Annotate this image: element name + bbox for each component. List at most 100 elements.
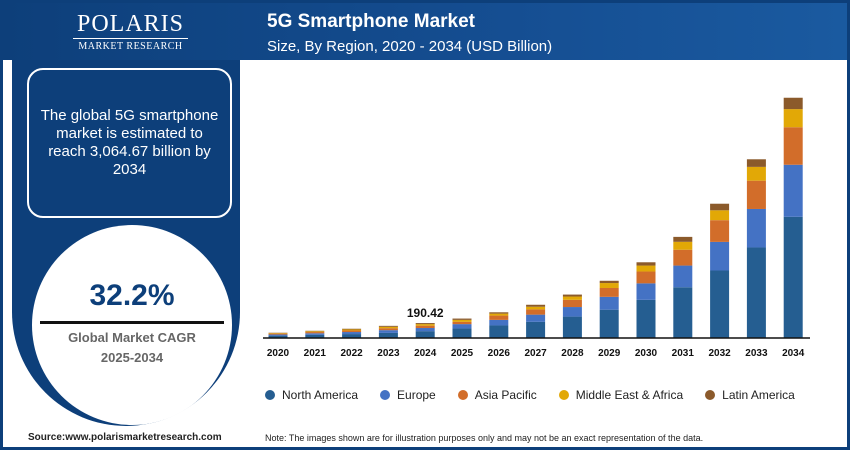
bar-segment-2025-middle-east-africa — [452, 319, 472, 322]
legend-label: North America — [282, 388, 359, 402]
bar-segment-2029-middle-east-africa — [599, 283, 619, 288]
cagr-label-block: Global Market CAGR 2025-2034 — [32, 328, 232, 368]
bar-segment-2030-middle-east-africa — [636, 265, 656, 272]
bar-segment-2032-asia-pacific — [710, 220, 730, 242]
bar-segment-2022-middle-east-africa — [342, 329, 362, 331]
bar-segment-2031-latin-america — [673, 236, 693, 242]
x-tick-label: 2022 — [340, 348, 363, 359]
bar-segment-2024-north-america — [415, 331, 435, 338]
bar-segment-2033-latin-america — [746, 159, 766, 167]
bar-segment-2033-north-america — [746, 247, 766, 338]
x-tick-label: 2025 — [451, 348, 474, 359]
bar-segment-2034-latin-america — [783, 97, 803, 110]
bar-segment-2031-middle-east-africa — [673, 241, 693, 250]
bar-segment-2026-asia-pacific — [489, 315, 509, 320]
bar-segment-2026-middle-east-africa — [489, 313, 509, 316]
bar-segment-2024-europe — [415, 328, 435, 332]
x-tick-label: 2021 — [304, 348, 327, 359]
legend-item: Asia Pacific — [457, 388, 537, 402]
bar-segment-2023-asia-pacific — [378, 328, 398, 331]
bar-segment-2024-middle-east-africa — [415, 324, 435, 326]
bar-segment-2027-north-america — [526, 321, 546, 338]
bar-segment-2028-middle-east-africa — [562, 296, 582, 300]
legend-label: Europe — [397, 388, 436, 402]
bar-segment-2027-latin-america — [526, 304, 546, 307]
bar-segment-2030-latin-america — [636, 262, 656, 266]
bar-segment-2025-north-america — [452, 328, 472, 338]
legend-label: Middle East & Africa — [575, 388, 684, 402]
x-tick-label: 2023 — [377, 348, 400, 359]
bar-segment-2023-north-america — [378, 332, 398, 338]
legend-marker-icon — [558, 390, 569, 400]
legend-item: Europe — [380, 388, 436, 402]
bar-segment-2021-north-america — [305, 334, 325, 338]
bar-segment-2032-north-america — [710, 270, 730, 338]
bar-segment-2028-asia-pacific — [562, 299, 582, 308]
x-tick-label: 2020 — [267, 348, 290, 359]
x-tick-label: 2027 — [524, 348, 547, 359]
bar-segment-2022-latin-america — [342, 328, 362, 330]
disclaimer-note: Note: The images shown are for illustrat… — [265, 433, 704, 443]
bar-segment-2023-middle-east-africa — [378, 326, 398, 329]
x-tick-label: 2029 — [598, 348, 621, 359]
bar-segment-2034-europe — [783, 164, 803, 217]
legend-label: Asia Pacific — [474, 388, 537, 402]
bar-segment-2023-latin-america — [378, 325, 398, 327]
x-tick-label: 2033 — [745, 348, 768, 359]
bar-segment-2022-asia-pacific — [342, 330, 362, 333]
bar-segment-2032-middle-east-africa — [710, 210, 730, 221]
bar-segment-2027-middle-east-africa — [526, 306, 546, 310]
info-box: The global 5G smartphone market is estim… — [27, 68, 232, 218]
bar-segment-2023-europe — [378, 330, 398, 333]
x-tick-label: 2026 — [488, 348, 511, 359]
bar-segment-2027-asia-pacific — [526, 309, 546, 315]
bar-segment-2032-europe — [710, 241, 730, 271]
bar-segment-2021-asia-pacific — [305, 332, 325, 334]
bar-segment-2029-latin-america — [599, 280, 619, 284]
bar-segment-2026-north-america — [489, 325, 509, 338]
bar-segment-2034-north-america — [783, 216, 803, 338]
bar-segment-2032-latin-america — [710, 203, 730, 211]
legend-marker-icon — [380, 390, 391, 400]
chart-title: 5G Smartphone Market — [267, 11, 475, 32]
bar-segment-2029-north-america — [599, 309, 619, 338]
bar-segment-2031-north-america — [673, 287, 693, 338]
cagr-circle: 32.2% Global Market CAGR 2025-2034 — [32, 225, 232, 425]
bar-segment-2028-latin-america — [562, 294, 582, 297]
bar-segment-2020-middle-east-africa — [268, 333, 288, 334]
legend-item: North America — [265, 388, 358, 402]
bar-segment-2022-europe — [342, 332, 362, 335]
bar-segment-2024-asia-pacific — [415, 325, 435, 329]
bar-segment-2026-latin-america — [489, 312, 509, 314]
x-tick-label: 2031 — [672, 348, 695, 359]
bar-segment-2031-europe — [673, 265, 693, 288]
bar-segment-2020-north-america — [268, 335, 288, 338]
legend: North America Europe Asia Pacific Middle Ea… — [265, 388, 817, 402]
cagr-period: 2025-2034 — [100, 350, 164, 365]
bar-segment-2021-middle-east-africa — [305, 331, 325, 333]
logo-brand: POLARIS — [76, 11, 185, 37]
bar-segment-2031-asia-pacific — [673, 249, 693, 266]
bar-segment-2027-europe — [526, 314, 546, 322]
logo-divider — [73, 38, 188, 39]
legend-label: Latin America — [722, 388, 795, 402]
bar-segment-2028-north-america — [562, 316, 582, 338]
cagr-value: 32.2% — [89, 279, 175, 312]
bar-segment-2030-europe — [636, 283, 656, 300]
bar-segment-2029-asia-pacific — [599, 287, 619, 297]
stacked-bar-chart: 2020 2021 2022 2023 2024 190.42 2025 2026 2027 20… — [263, 97, 810, 359]
legend-item: Latin America — [705, 388, 795, 402]
bar-segment-2021-europe — [305, 333, 325, 335]
x-tick-label: 2030 — [635, 348, 658, 359]
logo-subtext: MARKET RESEARCH — [78, 41, 183, 52]
x-tick-label: 2032 — [708, 348, 731, 359]
bar-segment-2022-north-america — [342, 334, 362, 338]
bar-segment-2025-asia-pacific — [452, 321, 472, 325]
bar-segment-2025-latin-america — [452, 318, 472, 320]
bar-segment-2026-europe — [489, 319, 509, 326]
bar-segment-2030-asia-pacific — [636, 271, 656, 284]
bar-segment-2034-asia-pacific — [783, 127, 803, 165]
x-tick-label: 2034 — [782, 348, 805, 359]
bar-segment-2024-latin-america — [415, 323, 435, 325]
x-tick-label: 2028 — [561, 348, 584, 359]
